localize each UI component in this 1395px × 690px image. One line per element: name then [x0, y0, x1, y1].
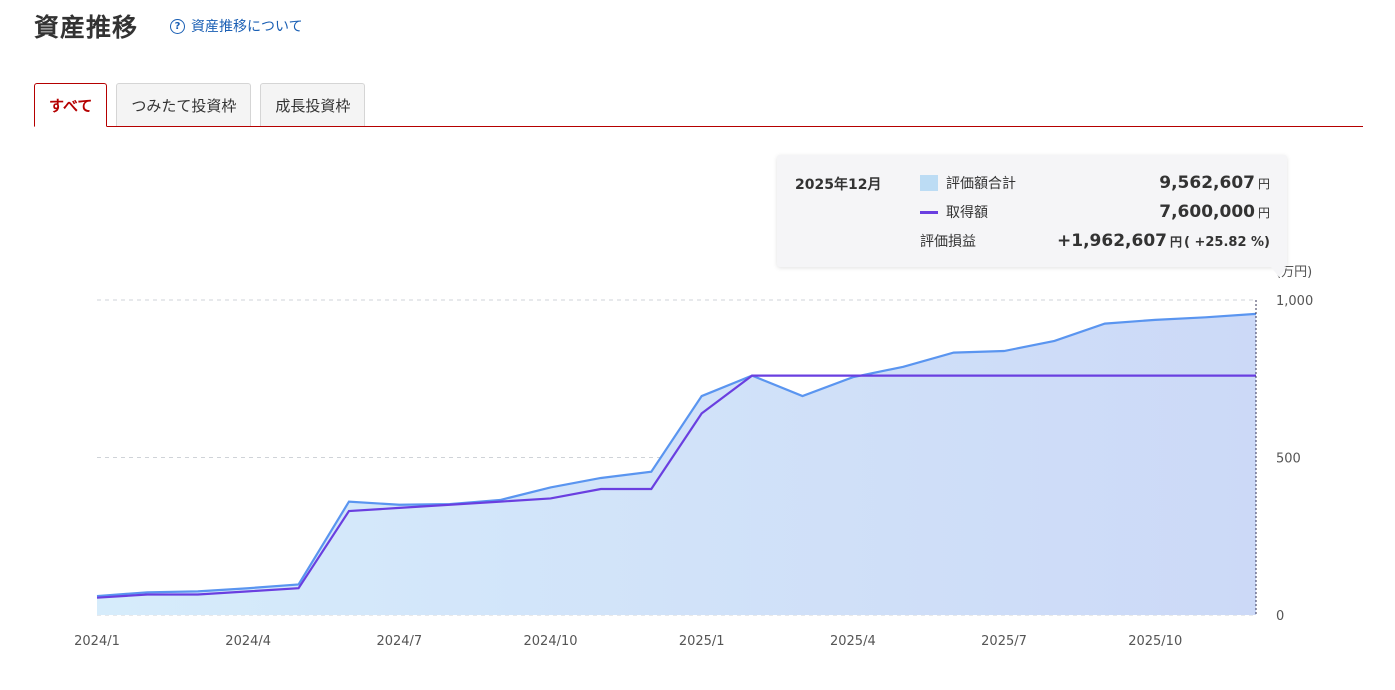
- tooltip-total-value: 9,562,607: [1159, 173, 1255, 193]
- x-tick-label: 2025/10: [1128, 634, 1182, 649]
- y-tick-label: 1,000: [1276, 294, 1313, 309]
- page-title: 資産推移: [34, 13, 139, 42]
- tooltip-gain-value: +1,962,607: [1057, 231, 1167, 251]
- total-swatch: [920, 175, 938, 191]
- tooltip-cost-unit: 円: [1257, 206, 1270, 220]
- tooltip-total-label: 評価額合計: [946, 176, 1016, 192]
- tooltip-panel: 2025年12月 評価額合計 9,562,607 円 取得額 7,600,000 円…: [777, 155, 1287, 267]
- tab-bar: すべて つみたて投資枠 成長投資枠: [34, 83, 366, 127]
- tooltip-cost-label: 取得額: [946, 205, 988, 221]
- help-link[interactable]: ? 資産推移について: [170, 16, 303, 36]
- y-tick-label: 0: [1276, 609, 1284, 624]
- x-tick-label: 2025/1: [679, 634, 725, 649]
- tooltip-date: 2025年12月: [795, 177, 882, 193]
- cost-series-line: [96, 374, 1256, 599]
- x-tick-label: 2024/4: [225, 634, 271, 649]
- tooltip-row-total: 評価額合計 9,562,607 円: [920, 171, 1270, 195]
- total-area-fill: [97, 313, 1256, 615]
- tab-tsumitate[interactable]: つみたて投資枠: [116, 83, 252, 126]
- cost-swatch: [920, 210, 938, 214]
- tooltip-row-cost: 取得額 7,600,000 円: [920, 200, 1270, 224]
- total-series-line: [96, 312, 1257, 598]
- tooltip-caret: [1271, 267, 1287, 277]
- tooltip-row-gain: 評価損益 +1,962,607 円( +25.82 %): [920, 229, 1270, 253]
- x-tick-label: 2024/7: [376, 634, 422, 649]
- x-tick-label: 2024/10: [524, 634, 578, 649]
- x-tick-label: 2024/1: [74, 634, 120, 649]
- tab-underline: [34, 126, 1363, 127]
- tab-growth[interactable]: 成長投資枠: [260, 83, 366, 126]
- help-link-label: 資産推移について: [191, 19, 303, 35]
- tooltip-cost-value: 7,600,000: [1159, 202, 1255, 222]
- tooltip-gain-label: 評価損益: [920, 234, 976, 250]
- tooltip-total-unit: 円: [1257, 177, 1270, 191]
- y-tick-label: 500: [1276, 452, 1301, 467]
- question-icon: ?: [170, 18, 185, 34]
- x-tick-label: 2025/4: [830, 634, 876, 649]
- tooltip-gain-pct: ( +25.82 %): [1184, 235, 1270, 250]
- tab-all[interactable]: すべて: [34, 83, 108, 127]
- x-tick-label: 2025/7: [981, 634, 1027, 649]
- tooltip-gain-unit: 円: [1170, 235, 1183, 249]
